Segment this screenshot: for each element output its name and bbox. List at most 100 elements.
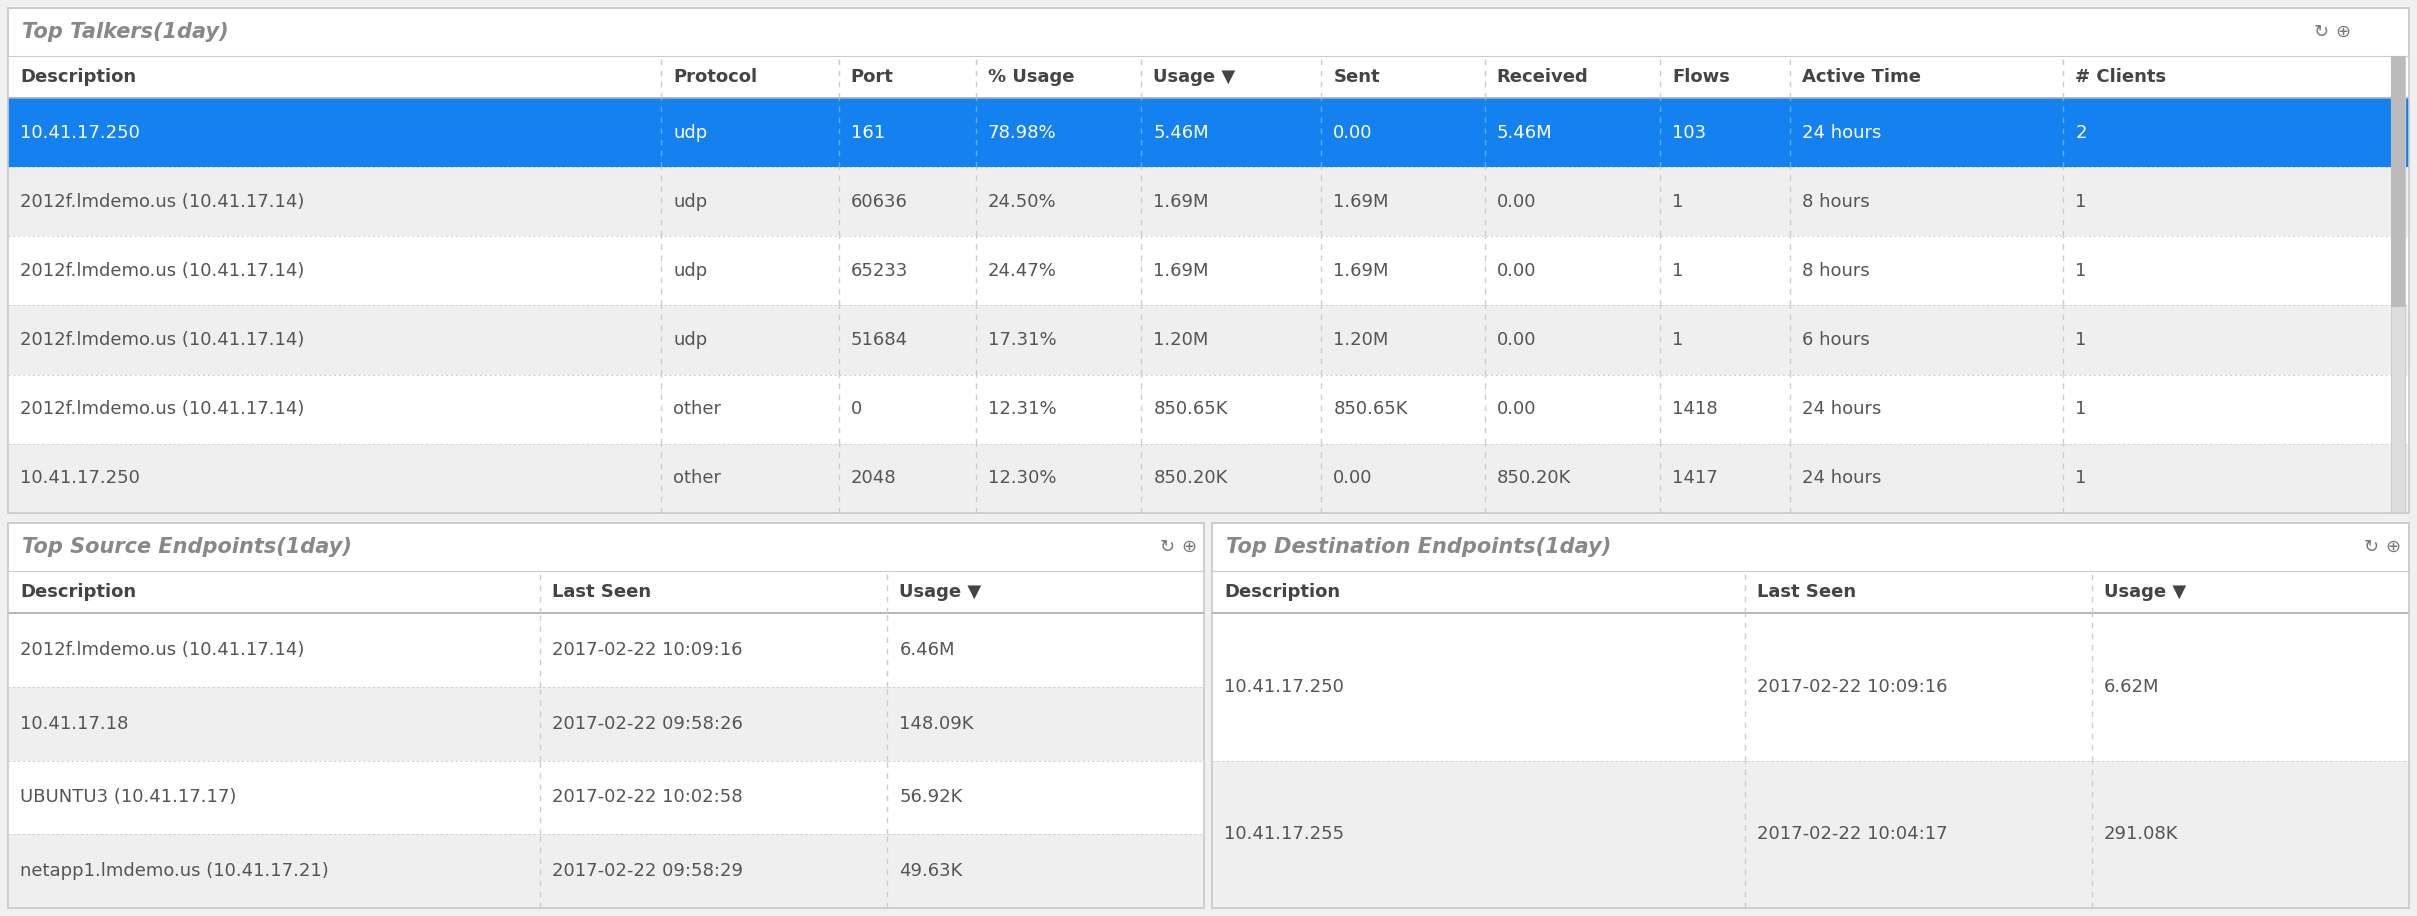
Bar	[7, 614, 1204, 687]
Text: netapp1.lmdemo.us (10.41.17.21): netapp1.lmdemo.us (10.41.17.21)	[19, 862, 329, 880]
Text: 17.31%: 17.31%	[989, 331, 1056, 349]
Text: Description: Description	[19, 583, 135, 601]
Text: 2048: 2048	[851, 469, 897, 487]
Text: 2012f.lmdemo.us (10.41.17.14): 2012f.lmdemo.us (10.41.17.14)	[19, 400, 305, 419]
Text: % Usage: % Usage	[989, 68, 1073, 86]
Text: 0: 0	[851, 400, 863, 419]
Text: 10.41.17.250: 10.41.17.250	[19, 469, 140, 487]
Text: 10.41.17.255: 10.41.17.255	[1225, 825, 1344, 844]
Bar	[7, 8, 2410, 513]
Text: 24.50%: 24.50%	[989, 192, 1056, 211]
Text: 10.41.17.250: 10.41.17.250	[19, 124, 140, 142]
Text: 1.20M: 1.20M	[1334, 331, 1390, 349]
Bar	[7, 375, 2410, 443]
Text: udp: udp	[672, 124, 708, 142]
Text: Last Seen: Last Seen	[1757, 583, 1856, 601]
Bar	[7, 523, 1204, 908]
Text: 161: 161	[851, 124, 885, 142]
Text: 12.31%: 12.31%	[989, 400, 1056, 419]
Text: Protocol: Protocol	[672, 68, 757, 86]
Text: 850.65K: 850.65K	[1334, 400, 1407, 419]
Text: 2012f.lmdemo.us (10.41.17.14): 2012f.lmdemo.us (10.41.17.14)	[19, 641, 305, 660]
Text: 2: 2	[2076, 124, 2086, 142]
Text: 1.69M: 1.69M	[1334, 262, 1390, 280]
Text: Top Talkers(1day): Top Talkers(1day)	[22, 22, 230, 42]
Bar	[7, 443, 2410, 513]
Text: ⊕: ⊕	[2335, 23, 2352, 41]
Text: Description: Description	[19, 68, 135, 86]
Text: 1: 1	[1673, 331, 1682, 349]
Text: 5.46M: 5.46M	[1153, 124, 1208, 142]
Text: Description: Description	[1225, 583, 1341, 601]
Text: 1.69M: 1.69M	[1153, 262, 1208, 280]
Bar	[7, 98, 2410, 167]
Text: # Clients: # Clients	[2076, 68, 2166, 86]
Text: Top Destination Endpoints(1day): Top Destination Endpoints(1day)	[1225, 538, 1612, 557]
Text: ⊕: ⊕	[1182, 539, 1196, 556]
Text: 10.41.17.18: 10.41.17.18	[19, 714, 128, 733]
Bar	[1213, 760, 2410, 908]
Text: Usage ▼: Usage ▼	[899, 583, 981, 601]
Text: 6 hours: 6 hours	[1801, 331, 1868, 349]
Bar	[2390, 56, 2405, 308]
Text: Received: Received	[1496, 68, 1588, 86]
Text: 65233: 65233	[851, 262, 909, 280]
Text: Top Source Endpoints(1day): Top Source Endpoints(1day)	[22, 538, 353, 557]
Text: Last Seen: Last Seen	[553, 583, 653, 601]
Text: 0.00: 0.00	[1334, 469, 1373, 487]
Text: UBUNTU3 (10.41.17.17): UBUNTU3 (10.41.17.17)	[19, 789, 237, 806]
Text: 2017-02-22 09:58:26: 2017-02-22 09:58:26	[553, 714, 744, 733]
Text: 2017-02-22 10:04:17: 2017-02-22 10:04:17	[1757, 825, 1948, 844]
Text: 2012f.lmdemo.us (10.41.17.14): 2012f.lmdemo.us (10.41.17.14)	[19, 262, 305, 280]
Text: 6.62M: 6.62M	[2103, 678, 2158, 696]
Text: 1.69M: 1.69M	[1334, 192, 1390, 211]
Text: Usage ▼: Usage ▼	[2103, 583, 2187, 601]
Text: 0.00: 0.00	[1496, 331, 1537, 349]
Text: other: other	[672, 469, 720, 487]
Text: Flows: Flows	[1673, 68, 1731, 86]
Bar	[7, 8, 2410, 513]
Bar	[7, 305, 2410, 375]
Text: 12.30%: 12.30%	[989, 469, 1056, 487]
Text: 1: 1	[2076, 469, 2086, 487]
Text: 2017-02-22 10:09:16: 2017-02-22 10:09:16	[553, 641, 742, 660]
Text: udp: udp	[672, 192, 708, 211]
Text: Sent: Sent	[1334, 68, 1380, 86]
Text: ↻: ↻	[2364, 539, 2378, 556]
Bar	[7, 572, 1204, 614]
Text: other: other	[672, 400, 720, 419]
Bar	[7, 56, 2410, 98]
Text: 850.20K: 850.20K	[1153, 469, 1228, 487]
Text: 1: 1	[2076, 400, 2086, 419]
Text: 1: 1	[2076, 192, 2086, 211]
Text: 1: 1	[1673, 192, 1682, 211]
Text: 2012f.lmdemo.us (10.41.17.14): 2012f.lmdemo.us (10.41.17.14)	[19, 331, 305, 349]
Text: 8 hours: 8 hours	[1801, 192, 1868, 211]
Text: 10.41.17.250: 10.41.17.250	[1225, 678, 1344, 696]
Text: ↻: ↻	[2313, 23, 2330, 41]
Text: 51684: 51684	[851, 331, 909, 349]
Text: 291.08K: 291.08K	[2103, 825, 2178, 844]
Text: 1.20M: 1.20M	[1153, 331, 1208, 349]
Text: 49.63K: 49.63K	[899, 862, 962, 880]
Bar	[7, 236, 2410, 305]
Bar	[7, 523, 1204, 908]
Text: 1418: 1418	[1673, 400, 1718, 419]
Text: 2012f.lmdemo.us (10.41.17.14): 2012f.lmdemo.us (10.41.17.14)	[19, 192, 305, 211]
Text: 2017-02-22 09:58:29: 2017-02-22 09:58:29	[553, 862, 744, 880]
Bar	[1213, 523, 2410, 908]
Text: Port: Port	[851, 68, 894, 86]
Bar	[7, 834, 1204, 908]
Text: 24.47%: 24.47%	[989, 262, 1056, 280]
Text: 2017-02-22 10:02:58: 2017-02-22 10:02:58	[553, 789, 742, 806]
Text: 6.46M: 6.46M	[899, 641, 955, 660]
Bar	[2390, 56, 2405, 513]
Text: Active Time: Active Time	[1801, 68, 1922, 86]
Bar	[7, 760, 1204, 834]
Bar	[7, 167, 2410, 236]
Text: 148.09K: 148.09K	[899, 714, 974, 733]
Text: 1: 1	[2076, 331, 2086, 349]
Text: 850.20K: 850.20K	[1496, 469, 1571, 487]
Text: udp: udp	[672, 331, 708, 349]
Text: 850.65K: 850.65K	[1153, 400, 1228, 419]
